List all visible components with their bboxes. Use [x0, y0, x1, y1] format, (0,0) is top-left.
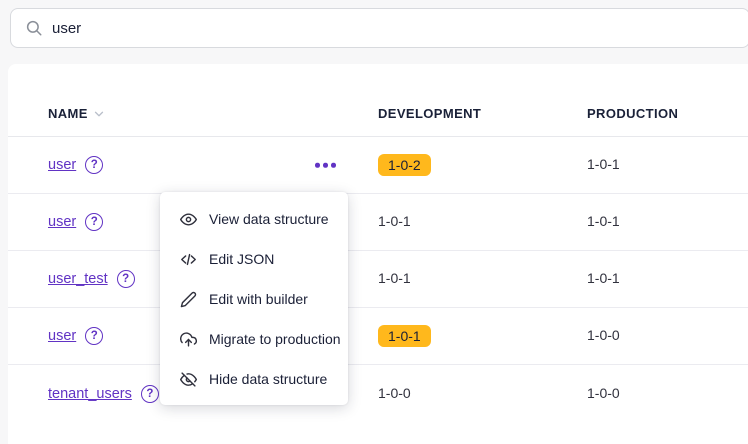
table-row: user ? 1-0-1 1-0-1	[8, 194, 748, 251]
development-version: 1-0-0	[378, 384, 411, 401]
eye-icon	[180, 211, 197, 228]
row-actions-menu-button[interactable]	[311, 157, 340, 174]
help-icon[interactable]: ?	[116, 270, 135, 288]
production-version: 1-0-0	[587, 384, 620, 401]
chevron-down-icon	[92, 107, 106, 121]
table-row: user ? 1-0-1 1-0-0	[8, 308, 748, 365]
structure-name-link[interactable]: user	[48, 214, 77, 230]
menu-item-view-data-structure[interactable]: View data structure	[160, 199, 348, 239]
menu-item-edit-json[interactable]: Edit JSON	[160, 239, 348, 279]
column-header-name-label: NAME	[48, 106, 88, 121]
structure-name-link[interactable]: user	[48, 157, 77, 173]
cloud-upload-icon	[180, 331, 197, 348]
development-version: 1-0-1	[378, 270, 411, 286]
table-row: user_test ? 1-0-1 1-0-1	[8, 251, 748, 308]
menu-item-migrate-to-production[interactable]: Migrate to production	[160, 319, 348, 359]
search-bar[interactable]	[10, 8, 748, 48]
production-version: 1-0-0	[587, 327, 620, 343]
menu-item-hide-data-structure[interactable]: Hide data structure	[160, 359, 348, 399]
column-header-development: DEVELOPMENT	[378, 106, 482, 121]
production-version: 1-0-1	[587, 156, 620, 172]
help-icon[interactable]: ?	[85, 213, 104, 231]
eye-off-icon	[180, 371, 197, 388]
table-row: tenant_users ? 1-0-0 1-0-0	[8, 365, 748, 422]
search-input[interactable]	[52, 19, 748, 37]
row-actions-context-menu: View data structure Edit JSON Edit with …	[160, 192, 348, 405]
column-header-name[interactable]: NAME	[48, 106, 106, 121]
production-version: 1-0-1	[587, 270, 620, 286]
code-icon	[180, 251, 197, 268]
table-header-row: NAME DEVELOPMENT PRODUCTION	[8, 64, 748, 137]
search-icon	[25, 19, 43, 37]
help-icon[interactable]: ?	[85, 156, 104, 174]
data-structures-card: NAME DEVELOPMENT PRODUCTION user ? 1-0-2…	[8, 64, 748, 444]
column-header-production: PRODUCTION	[587, 106, 679, 121]
development-version-badge: 1-0-2	[378, 154, 431, 176]
development-version-badge: 1-0-1	[378, 325, 431, 347]
structure-name-link[interactable]: user	[48, 328, 77, 344]
table-row: user ? 1-0-2 1-0-1	[8, 137, 748, 194]
structure-name-link[interactable]: tenant_users	[48, 385, 132, 402]
pencil-icon	[180, 291, 197, 308]
development-version: 1-0-1	[378, 213, 411, 229]
help-icon[interactable]: ?	[140, 384, 159, 403]
menu-item-edit-with-builder[interactable]: Edit with builder	[160, 279, 348, 319]
production-version: 1-0-1	[587, 213, 620, 229]
structure-name-link[interactable]: user_test	[48, 271, 108, 287]
help-icon[interactable]: ?	[85, 327, 104, 345]
